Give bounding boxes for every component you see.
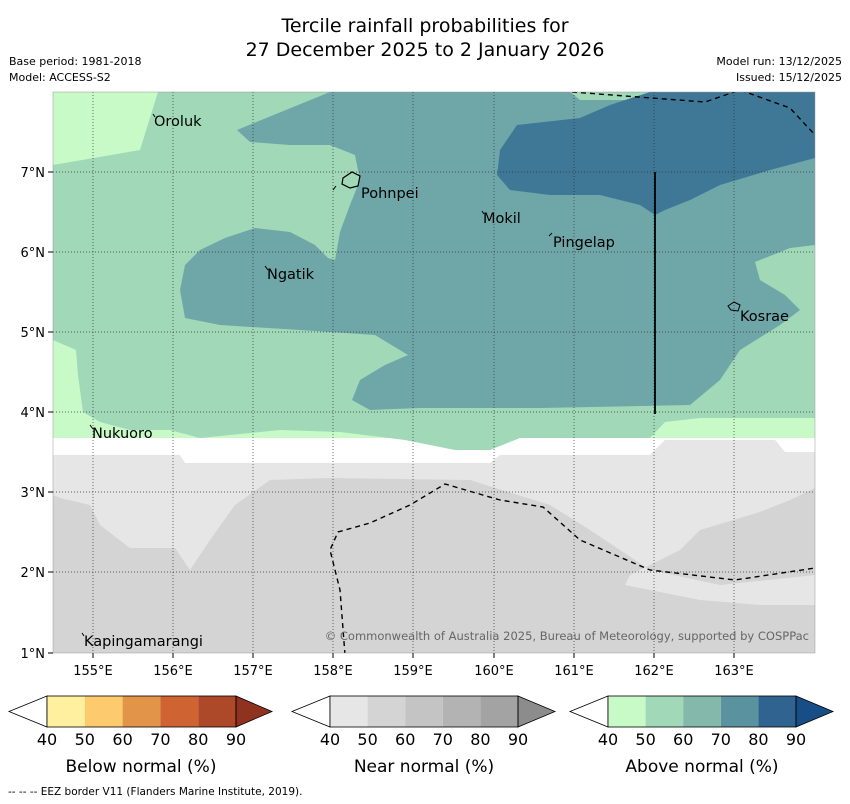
colorbar-title: Above normal (%) <box>625 757 778 777</box>
colorbar-cell <box>47 696 85 727</box>
colorbar-tick-label: 40 <box>37 730 57 749</box>
lon-tick-label: 161°E <box>554 664 594 679</box>
eez-border-north <box>571 92 815 136</box>
legend-above-normal: 40 50 60 70 80 90 Above normal (%) <box>568 695 835 777</box>
colorbar-cell <box>405 696 443 727</box>
lat-tick-label: 3°N <box>21 486 46 501</box>
colorbar-cell <box>480 696 518 727</box>
colorbar-tick-label: 80 <box>188 730 208 749</box>
colorbar-tick-label: 90 <box>226 730 246 749</box>
above-normal-70-region <box>497 92 815 215</box>
colorbar-left-arrow <box>7 695 48 728</box>
colorbar-cell <box>330 696 368 727</box>
near-normal-40-region <box>53 440 815 605</box>
lat-tick-label: 4°N <box>21 406 46 421</box>
colorbar-cell <box>720 696 759 727</box>
pohnpei-island-icon <box>341 171 361 189</box>
place-label-kosrae: Kosrae <box>740 309 789 325</box>
colorbar-cell <box>645 696 684 727</box>
lon-tick-label: 158°E <box>313 664 353 679</box>
colorbar-right-arrow <box>517 695 557 728</box>
graticule <box>53 92 815 653</box>
lat-tick-label: 6°N <box>21 246 46 261</box>
lat-tick-label: 1°N <box>21 647 46 662</box>
map-frame <box>52 91 816 654</box>
lon-tick-label: 162°E <box>634 664 674 679</box>
place-label-mokil: Mokil <box>483 211 521 227</box>
eez-border-footnote: -- -- -- EEZ border V11 (Flanders Marine… <box>8 786 303 798</box>
no-dominant-band <box>53 438 815 463</box>
meta-left: Base period: 1981-2018 Model: ACCESS-S2 <box>9 54 141 86</box>
map-title-line2: 27 December 2025 to 2 January 2026 <box>245 39 605 61</box>
lon-tick-label: 156°E <box>153 664 193 679</box>
model-name: Model: ACCESS-S2 <box>9 71 111 84</box>
lat-tick-label: 2°N <box>21 566 46 581</box>
colorbar-tick-label: 70 <box>433 730 453 749</box>
issued-date: Issued: 15/12/2025 <box>735 71 842 84</box>
copyright-notice: © Commonwealth of Australia 2025, Bureau… <box>325 629 809 643</box>
place-label-nukuoro: Nukuoro <box>92 426 153 442</box>
pohnpei-islet-icon <box>332 185 337 191</box>
colorbar-cell <box>442 696 481 727</box>
map-title-line1: Tercile rainfall probabilities for <box>281 15 569 37</box>
mokil-atoll-icon <box>481 210 485 215</box>
ngatik-atoll-icon <box>264 265 269 271</box>
legend-below-normal: 40 50 60 70 80 90 Below normal (%) <box>7 695 274 777</box>
colorbar-title: Below normal (%) <box>66 757 217 777</box>
lat-tick-label: 5°N <box>21 326 46 341</box>
place-label-pingelap: Pingelap <box>553 235 615 251</box>
colorbar-cell <box>198 696 236 727</box>
eez-border-south <box>329 483 815 653</box>
colorbar-tick-label: 50 <box>357 730 377 749</box>
place-label-oroluk: Oroluk <box>154 114 202 130</box>
eez-borders <box>329 92 815 653</box>
colorbar-tick-label: 70 <box>150 730 170 749</box>
lon-tick-label: 159°E <box>393 664 433 679</box>
colorbar-tick-label: 60 <box>395 730 415 749</box>
model-run: Model run: 13/12/2025 <box>716 55 842 68</box>
place-label-pohnpei: Pohnpei <box>361 186 419 202</box>
colorbar-tick-label: 60 <box>673 730 693 749</box>
pingelap-atoll-icon <box>548 232 553 237</box>
colorbar-right-arrow <box>235 695 274 728</box>
legend-near-normal: 40 50 60 70 80 90 Near normal (%) <box>290 695 557 777</box>
nukuoro-atoll-icon <box>89 424 94 430</box>
place-label-kapingamarangi: Kapingamarangi <box>84 634 203 650</box>
place-label-ngatik: Ngatik <box>267 267 315 283</box>
lon-tick-label: 157°E <box>233 664 273 679</box>
colorbar-tick-label: 50 <box>75 730 95 749</box>
lon-tick-label: 155°E <box>73 664 113 679</box>
colorbar-cell <box>84 696 123 727</box>
colorbar-left-arrow <box>290 695 331 728</box>
colorbar-cell <box>608 696 646 727</box>
meta-right: Model run: 13/12/2025 Issued: 15/12/2025 <box>716 54 842 86</box>
colorbar-cell <box>122 696 161 727</box>
colorbar-cell <box>758 696 796 727</box>
colorbar-title: Near normal (%) <box>354 757 494 777</box>
colorbar-tick-label: 40 <box>320 730 340 749</box>
lon-tick-label: 163°E <box>714 664 754 679</box>
colorbar-tick-label: 50 <box>635 730 655 749</box>
colorbar-tick-label: 80 <box>748 730 768 749</box>
lon-tick-label: 160°E <box>474 664 514 679</box>
colorbar-cell <box>367 696 406 727</box>
lat-tick-label: 7°N <box>21 166 46 181</box>
colorbar-tick-label: 40 <box>598 730 618 749</box>
colorbar-left-arrow <box>568 695 609 728</box>
colorbar-tick-label: 80 <box>470 730 490 749</box>
colorbar-tick-label: 60 <box>112 730 132 749</box>
colorbar-tick-label: 90 <box>508 730 528 749</box>
colorbar-tick-label: 70 <box>711 730 731 749</box>
kosrae-island-icon <box>727 301 741 312</box>
oroluk-atoll-icon <box>152 113 156 118</box>
colorbar-cell <box>160 696 199 727</box>
colorbar-cell <box>683 696 721 727</box>
probability-map: Oroluk Pohnpei Mokil Pingelap Ngatik Kos… <box>53 92 815 653</box>
base-period: Base period: 1981-2018 <box>9 55 142 68</box>
colorbar-tick-label: 90 <box>786 730 806 749</box>
colorbar-right-arrow <box>795 695 835 728</box>
kapingamarangi-atoll-icon <box>81 632 85 637</box>
